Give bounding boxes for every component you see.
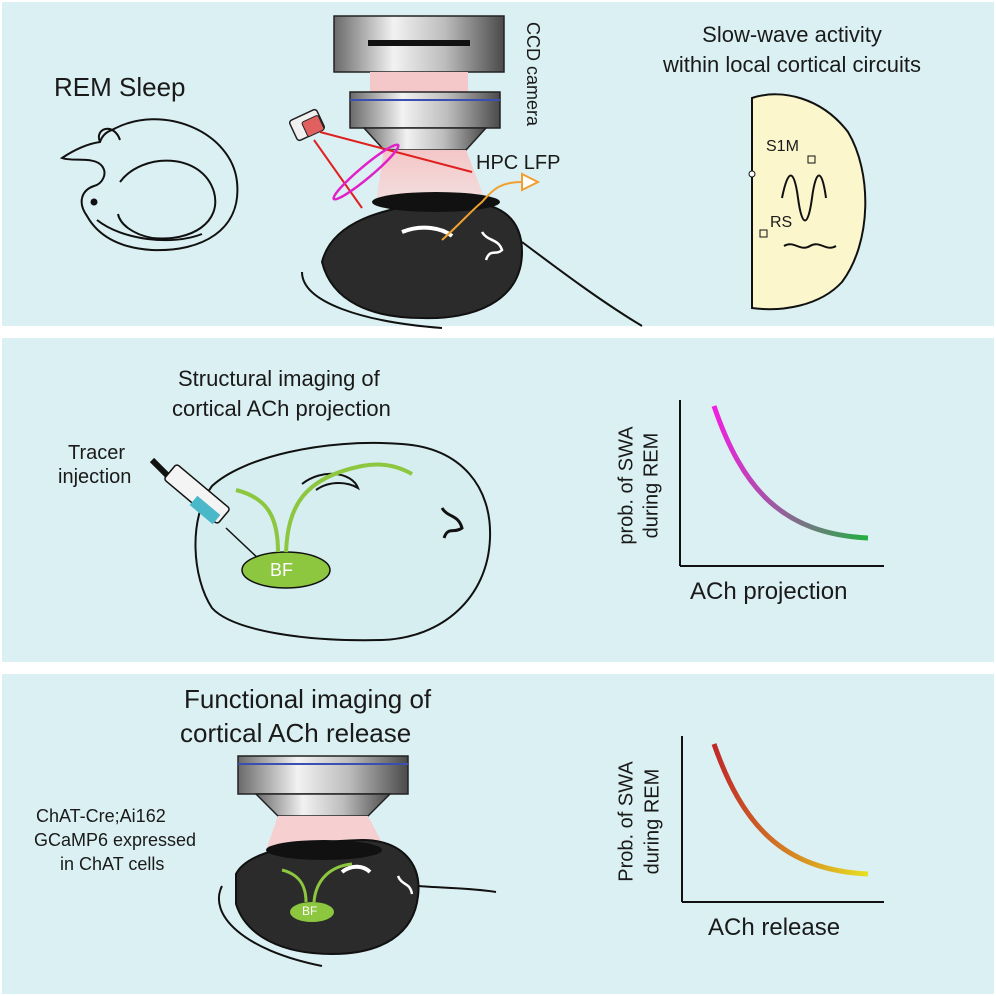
camera-label: CCD camera bbox=[523, 22, 543, 127]
ylabel-line2: during REM bbox=[641, 768, 664, 875]
ylabel-line1: Prob. of SWA bbox=[615, 761, 638, 882]
tracer-label-line1: Tracer bbox=[68, 442, 126, 464]
basal-forebrain-region bbox=[290, 902, 334, 922]
mouse-line-label-2: GCaMP6 expressed bbox=[34, 830, 197, 850]
xlabel: ACh release bbox=[708, 914, 841, 941]
panel-structural-imaging-drawing bbox=[149, 400, 884, 642]
ach-projection-fibers bbox=[235, 462, 413, 553]
lfp-label: HPC LFP bbox=[476, 152, 561, 174]
hpc-lfp-electrode bbox=[441, 172, 541, 241]
focusing-lens bbox=[332, 143, 400, 201]
cortex-map-icon bbox=[748, 93, 867, 311]
structural-title-line2: cortical ACh projection bbox=[172, 396, 391, 421]
led-light-source-icon bbox=[288, 108, 326, 142]
swa-title-line1: Slow-wave activity bbox=[702, 22, 882, 47]
functional-title-line1: Functional imaging of bbox=[184, 684, 432, 714]
swa-title-line2: within local cortical circuits bbox=[663, 52, 921, 77]
structural-title-line1: Structural imaging of bbox=[178, 366, 380, 391]
region-rs-label: RS bbox=[770, 214, 793, 231]
brain-icon bbox=[301, 192, 643, 329]
mouse-line-label-3: in ChAT cells bbox=[60, 854, 165, 874]
panel-rem-imaging-drawing bbox=[59, 15, 867, 329]
sleeping-mouse-icon bbox=[59, 118, 239, 252]
rem-sleep-label: REM Sleep bbox=[54, 72, 186, 102]
ccd-camera-icon bbox=[237, 755, 409, 850]
swa-vs-release-curve bbox=[711, 743, 869, 877]
ach-release-fibers bbox=[281, 862, 353, 903]
tracer-label-line2: injection bbox=[58, 466, 132, 488]
ccd-camera-icon bbox=[333, 15, 505, 202]
mouse-line-label-1: ChAT-Cre;Ai162 bbox=[36, 806, 166, 826]
panel-rem-imaging: REM Sleep CCD camera HPC LFP Slow-wave a… bbox=[2, 2, 994, 329]
panel-functional-imaging-drawing bbox=[217, 736, 884, 967]
brain-icon bbox=[194, 441, 492, 642]
ylabel-line2: during REM bbox=[640, 432, 663, 539]
panel-functional-imaging: Functional imaging of cortical ACh relea… bbox=[2, 674, 994, 994]
syringe-icon bbox=[149, 457, 263, 563]
xlabel: ACh projection bbox=[690, 578, 848, 605]
region-s1m-label: S1M bbox=[766, 138, 799, 155]
brain-icon bbox=[217, 838, 497, 967]
swa-vs-projection-curve bbox=[711, 405, 869, 541]
ylabel-line1: prob. of SWA bbox=[615, 426, 638, 545]
bf-label: BF bbox=[302, 904, 318, 918]
panel-structural-imaging: Structural imaging of cortical ACh proje… bbox=[2, 338, 994, 662]
functional-title-line2: cortical ACh release bbox=[180, 718, 412, 748]
bf-label: BF bbox=[270, 560, 294, 580]
swa-vs-release-axes bbox=[681, 736, 884, 903]
swa-vs-projection-axes bbox=[679, 400, 884, 567]
